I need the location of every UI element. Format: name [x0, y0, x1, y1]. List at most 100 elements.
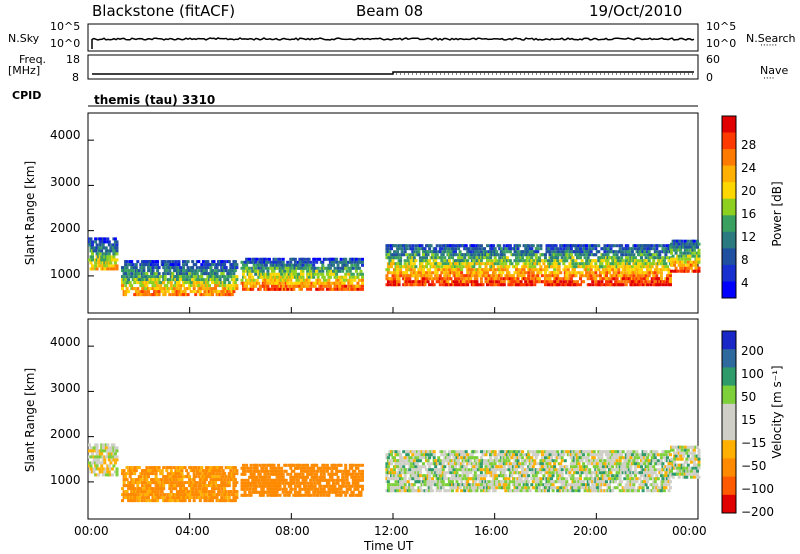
power-echo-cell	[312, 263, 316, 267]
power-echo-cell	[223, 260, 227, 264]
power-echo-cell	[437, 265, 441, 269]
power-echo-cell	[496, 277, 500, 281]
velocity-echo-cell	[218, 472, 222, 476]
velocity-echo-cell	[399, 480, 403, 484]
power-echo-cell	[125, 275, 129, 279]
velocity-echo-cell	[182, 496, 185, 500]
power-echo-cell	[127, 290, 131, 294]
power-echo-cell	[530, 247, 534, 251]
velocity-echo-cell	[224, 493, 228, 497]
power-echo-cell	[95, 252, 99, 256]
velocity-echo-cell	[230, 499, 234, 503]
power-echo-cell	[499, 247, 503, 251]
velocity-echo-cell	[212, 472, 216, 476]
power-echo-cell	[292, 287, 296, 291]
velocity-echo-cell	[137, 496, 141, 500]
power-echo-cell	[223, 263, 227, 267]
power-echo-cell	[429, 274, 433, 278]
nsky-ytick-bottom: 10^0	[50, 37, 81, 50]
power-echo-cell	[163, 290, 167, 294]
power-cbtick-28: 28	[741, 138, 757, 152]
power-echo-cell	[274, 275, 277, 279]
power-echo-cell	[351, 287, 355, 291]
power-echo-cell	[194, 269, 198, 273]
power-echo-cell	[650, 265, 654, 269]
power-echo-cell	[388, 271, 392, 275]
power-echo-cell	[694, 245, 698, 249]
velocity-echo-cell	[267, 487, 271, 491]
power-echo-cell	[422, 253, 425, 257]
velocity-echo-cell	[261, 481, 265, 485]
velocity-echo-cell	[412, 471, 416, 475]
velocity-echo-cell	[100, 452, 104, 456]
power-echo-cell	[278, 287, 282, 291]
velocity-echo-cell	[449, 465, 453, 469]
power-echo-cell	[548, 244, 552, 248]
power-echo-cell	[107, 249, 111, 253]
velocity-echo-cell	[399, 453, 403, 457]
velocity-echo-cell	[444, 471, 448, 475]
power-echo-cell	[143, 287, 147, 291]
power-echo-cell	[597, 280, 601, 284]
power-echo-cell	[393, 277, 396, 281]
power-echo-cell	[557, 265, 561, 269]
velocity-echo-cell	[286, 493, 290, 497]
velocity-echo-cell	[403, 483, 407, 487]
velocity-echo-cell	[220, 487, 224, 491]
velocity-echo-cell	[426, 459, 430, 463]
power-echo-cell	[182, 293, 185, 297]
power-echo-cell	[623, 271, 627, 275]
power-echo-cell	[643, 247, 647, 251]
power-echo-cell	[614, 268, 618, 272]
power-echo-cell	[492, 265, 496, 269]
velocity-echo-cell	[281, 475, 285, 479]
power-echo-cell	[280, 272, 284, 276]
power-echo-cell	[417, 253, 421, 257]
power-echo-cell	[658, 277, 662, 281]
velocity-echo-cell	[393, 468, 396, 472]
power-echo-cell	[540, 259, 544, 263]
power-echo-cell	[694, 266, 698, 270]
power-echo-cell	[91, 264, 94, 268]
power-echo-cell	[412, 283, 416, 287]
power-echo-cell	[191, 266, 195, 270]
velocity-echo-cell	[249, 484, 253, 488]
power-echo-cell	[431, 265, 435, 269]
power-echo-cell	[486, 262, 489, 266]
power-echo-cell	[286, 260, 290, 264]
velocity-echo-cell	[188, 496, 192, 500]
power-echo-cell	[139, 290, 143, 294]
power-echo-cell	[235, 278, 239, 282]
power-echo-cell	[139, 293, 143, 297]
velocity-echo-cell	[452, 486, 456, 490]
velocity-echo-cell	[406, 468, 410, 472]
power-echo-cell	[163, 269, 167, 273]
power-echo-cell	[304, 266, 308, 270]
power-echo-cell	[585, 274, 589, 278]
power-echo-cell	[405, 271, 409, 275]
power-echo-cell	[354, 257, 358, 261]
velocity-echo-cell	[136, 484, 140, 488]
power-echo-cell	[486, 256, 489, 260]
power-echo-cell	[292, 269, 296, 273]
power-echo-cell	[438, 250, 442, 254]
power-echo-cell	[271, 266, 274, 270]
power-echo-cell	[130, 284, 134, 288]
power-echo-cell	[536, 247, 540, 251]
velocity-echo-cell	[200, 484, 204, 488]
velocity-echo-cell	[322, 490, 326, 494]
power-echo-cell	[264, 263, 268, 267]
power-echo-cell	[177, 281, 181, 285]
velocity-echo-cell	[345, 469, 349, 473]
power-echo-cell	[640, 247, 643, 251]
velocity-echo-cell	[106, 449, 110, 453]
velocity-echo-cell	[109, 461, 113, 465]
power-echo-cell	[611, 268, 615, 272]
power-echo-cell	[560, 259, 564, 263]
power-echo-cell	[249, 287, 253, 291]
power-echo-cell	[492, 250, 496, 254]
power-echo-cell	[591, 247, 595, 251]
velocity-echo-cell	[197, 496, 201, 500]
power-echo-cell	[435, 244, 439, 248]
power-echo-cell	[633, 259, 637, 263]
